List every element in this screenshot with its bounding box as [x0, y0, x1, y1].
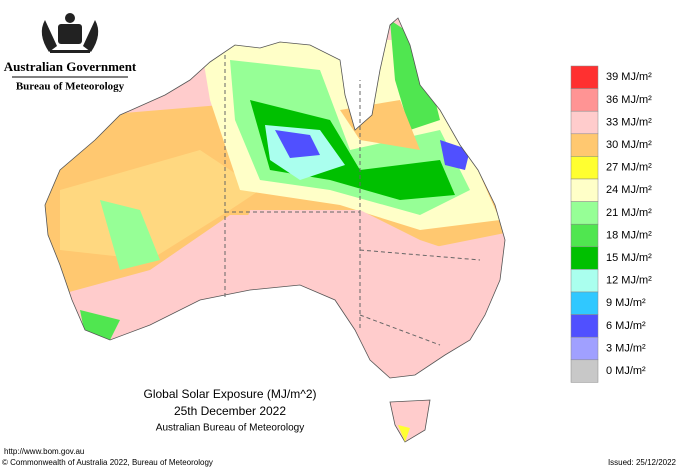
- agency-name: Australian Government: [4, 59, 137, 74]
- legend-label: 36 MJ/m²: [606, 94, 652, 106]
- map-source: Australian Bureau of Meteorology: [156, 423, 304, 434]
- legend-swatch: [570, 201, 599, 225]
- legend-swatch: [570, 269, 599, 293]
- map-title: Global Solar Exposure (MJ/m^2): [143, 387, 316, 401]
- legend-swatch: [570, 156, 599, 180]
- legend-label: 24 MJ/m²: [606, 184, 652, 196]
- legend-label: 21 MJ/m²: [606, 207, 652, 219]
- legend-label: 39 MJ/m²: [606, 71, 652, 83]
- legend-swatch: [570, 65, 599, 89]
- legend-swatch: [570, 291, 599, 315]
- coastline: [44, 17, 506, 379]
- legend-swatch: [570, 133, 599, 157]
- footer-copyright: © Commonwealth of Australia 2022, Bureau…: [2, 458, 213, 467]
- legend-swatch: [570, 246, 599, 270]
- legend-label: 33 MJ/m²: [606, 116, 652, 128]
- tasmania-south: [398, 425, 410, 442]
- legend-label: 9 MJ/m²: [606, 297, 646, 309]
- legend-label: 18 MJ/m²: [606, 229, 652, 241]
- legend-label: 27 MJ/m²: [606, 162, 652, 174]
- coat-of-arms: [41, 13, 99, 53]
- legend-swatch: [570, 178, 599, 202]
- legend-label: 30 MJ/m²: [606, 139, 652, 151]
- legend-swatch: [570, 359, 599, 383]
- legend-label: 6 MJ/m²: [606, 320, 646, 332]
- legend-swatch: [570, 336, 599, 361]
- legend-label: 15 MJ/m²: [606, 252, 652, 264]
- footer-issued: Issued: 25/12/2022: [608, 458, 677, 467]
- legend-swatch: [570, 314, 599, 338]
- legend-swatch: [570, 223, 599, 248]
- state-borders: [224, 55, 481, 346]
- tasmania: [389, 399, 431, 443]
- legend-label: 0 MJ/m²: [606, 365, 646, 377]
- legend-swatch: [570, 110, 599, 135]
- legend-label: 12 MJ/m²: [606, 275, 652, 287]
- legend-label: 3 MJ/m²: [606, 342, 646, 354]
- footer-url: http://www.bom.gov.au: [4, 447, 84, 456]
- legend: 39 MJ/m² 36 MJ/m² 33 MJ/m² 30 MJ/m² 27 MJ/m²…: [570, 65, 652, 383]
- bureau-name: Bureau of Meteorology: [16, 81, 125, 93]
- legend-swatch: [570, 88, 599, 112]
- map-date: 25th December 2022: [174, 404, 286, 418]
